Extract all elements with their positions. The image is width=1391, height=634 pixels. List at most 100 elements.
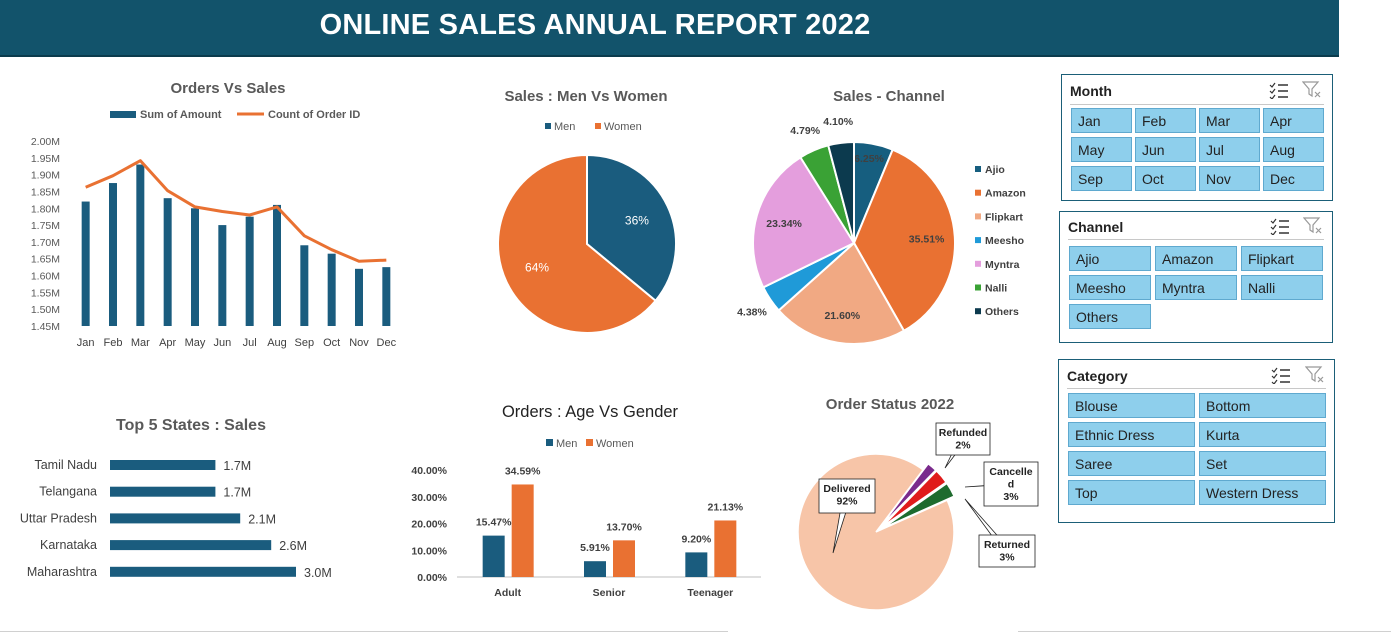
left-axis-tick: 1.55M	[31, 287, 60, 299]
legend-label: Meesho	[985, 235, 1024, 247]
top-states-bar-chart: Top 5 States : Sales Tamil Nadu 1.7M Telang…	[20, 417, 332, 580]
state-bar	[110, 566, 296, 577]
legend-swatch	[975, 260, 981, 267]
slicer-item-feb[interactable]: Feb	[1135, 108, 1196, 133]
legend-label: Count of Order ID	[268, 109, 360, 121]
data-label: 15.47%	[476, 517, 512, 529]
slicer-item-may[interactable]: May	[1071, 137, 1132, 162]
age-bar	[714, 520, 737, 577]
slice-label: 6.25%	[854, 153, 884, 165]
slicer-item-sep[interactable]: Sep	[1071, 166, 1132, 191]
legend-label: Flipkart	[985, 211, 1023, 223]
slicer-item-dec[interactable]: Dec	[1263, 166, 1324, 191]
left-axis-tick: 1.75M	[31, 220, 60, 232]
slicer-item-others[interactable]: Others	[1069, 304, 1151, 329]
legend-label: Myntra	[985, 259, 1020, 271]
slicer-item-meesho[interactable]: Meesho	[1069, 275, 1151, 300]
callout-name: Refunded	[939, 427, 987, 439]
age-bar	[613, 540, 635, 577]
state-label: Tamil Nadu	[34, 458, 97, 472]
slicer-item-jun[interactable]: Jun	[1135, 137, 1196, 162]
pie-slice	[586, 153, 677, 303]
channel-slicer: Channel Ajio Amazon Flipkart Meesho Myntra Na…	[1059, 211, 1333, 343]
sales-bar	[382, 267, 391, 326]
pie-slice	[752, 155, 856, 289]
slicer-item-blouse[interactable]: Blouse	[1068, 393, 1195, 418]
slicer-item-top[interactable]: Top	[1068, 480, 1195, 505]
left-axis-tick: 1.70M	[31, 237, 60, 249]
slicer-item-saree[interactable]: Saree	[1068, 451, 1195, 476]
x-axis-tick: Teenager	[687, 587, 733, 599]
callout-value: 92%	[836, 496, 858, 508]
slicer-item-western-dress[interactable]: Western Dress	[1199, 480, 1326, 505]
multi-select-icon[interactable]	[1270, 217, 1290, 235]
legend-label: Men	[556, 438, 577, 450]
slicer-item-bottom[interactable]: Bottom	[1199, 393, 1326, 418]
x-axis-tick: Jul	[243, 337, 257, 349]
left-axis-tick: 1.50M	[31, 304, 60, 316]
legend-swatch	[595, 123, 601, 129]
data-label: 5.91%	[580, 542, 610, 554]
slicer-item-jan[interactable]: Jan	[1071, 108, 1132, 133]
clear-filter-icon[interactable]	[1303, 217, 1323, 235]
left-axis-tick: 1.85M	[31, 186, 60, 198]
slicer-item-jul[interactable]: Jul	[1199, 137, 1260, 162]
x-axis-tick: Jan	[77, 337, 95, 349]
slice-label: 4.79%	[790, 125, 820, 137]
state-label: Uttar Pradesh	[20, 511, 97, 525]
legend-label: Amazon	[985, 188, 1026, 200]
x-axis-tick: Feb	[104, 337, 123, 349]
callout-name: d	[1008, 479, 1014, 491]
slicer-item-amazon[interactable]: Amazon	[1155, 246, 1237, 271]
orders-vs-sales-chart: Orders Vs Sales Sum of Amount Count of Ord…	[31, 80, 397, 349]
legend-swatch	[975, 308, 981, 315]
callout-box	[983, 461, 1039, 507]
data-label: 3.0M	[304, 566, 332, 580]
report-banner: ONLINE SALES ANNUAL REPORT 2022	[0, 0, 1339, 57]
legend-label: Women	[596, 438, 634, 450]
sales-bar	[300, 245, 309, 326]
slicer-item-oct[interactable]: Oct	[1135, 166, 1196, 191]
x-axis-tick: Senior	[593, 587, 626, 599]
slicer-divider	[1067, 388, 1326, 389]
chart-title: Sales - Channel	[833, 88, 945, 105]
order-status-pie-chart: Order Status 2022Delivered92%Refunded2%C…	[797, 396, 1039, 611]
slicer-item-mar[interactable]: Mar	[1199, 108, 1260, 133]
data-label: 2.1M	[248, 512, 276, 526]
legend-label: Ajio	[985, 164, 1005, 176]
page-title: ONLINE SALES ANNUAL REPORT 2022	[319, 9, 871, 41]
x-axis-tick: Mar	[131, 337, 150, 349]
age-bar	[482, 535, 505, 577]
left-axis-tick: 2.00M	[31, 136, 60, 148]
multi-select-icon[interactable]	[1269, 81, 1289, 99]
pie-slice	[882, 482, 956, 529]
slicer-item-ajio[interactable]: Ajio	[1069, 246, 1151, 271]
slicer-item-aug[interactable]: Aug	[1263, 137, 1324, 162]
slicer-item-kurta[interactable]: Kurta	[1199, 422, 1326, 447]
legend-label: Sum of Amount	[140, 109, 222, 121]
legend-label: Women	[604, 121, 642, 133]
month-slicer: Month Jan Feb Mar Apr May Jun Jul Aug Sep Oct Nov D…	[1061, 74, 1333, 201]
legend-label: Nalli	[985, 283, 1007, 295]
slicer-item-nalli[interactable]: Nalli	[1241, 275, 1323, 300]
slicer-item-set[interactable]: Set	[1199, 451, 1326, 476]
slicer-title: Category	[1067, 368, 1128, 384]
slicer-item-ethnic-dress[interactable]: Ethnic Dress	[1068, 422, 1195, 447]
clear-filter-icon[interactable]	[1302, 81, 1322, 99]
slicer-item-myntra[interactable]: Myntra	[1155, 275, 1237, 300]
legend-swatch	[546, 439, 553, 446]
clear-filter-icon[interactable]	[1305, 366, 1325, 384]
slicer-item-nov[interactable]: Nov	[1199, 166, 1260, 191]
data-label: 34.59%	[505, 465, 541, 477]
callout-value: 2%	[955, 440, 971, 452]
chart-title: Top 5 States : Sales	[116, 417, 266, 434]
slicer-item-flipkart[interactable]: Flipkart	[1241, 246, 1323, 271]
multi-select-icon[interactable]	[1271, 366, 1291, 384]
state-label: Maharashtra	[27, 565, 97, 579]
chart-title: Orders Vs Sales	[170, 80, 285, 97]
slicer-item-apr[interactable]: Apr	[1263, 108, 1324, 133]
data-label: 2.6M	[279, 539, 307, 553]
y-axis-tick: 40.00%	[411, 465, 447, 477]
